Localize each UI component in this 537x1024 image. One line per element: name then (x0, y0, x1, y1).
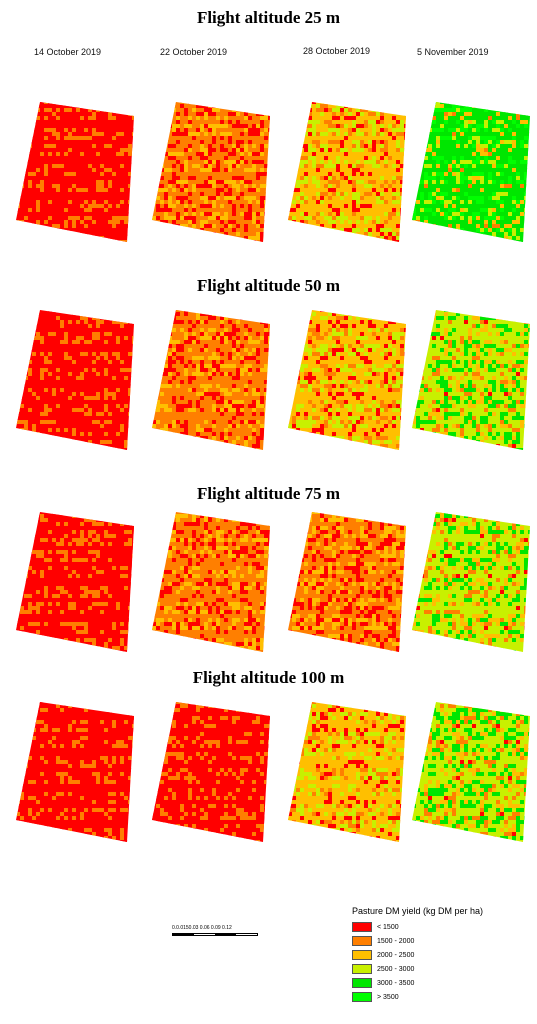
yield-map-r2-c1 (152, 512, 270, 652)
legend-swatch (352, 978, 372, 988)
yield-map-r1-c1 (152, 310, 270, 450)
legend-label: 3000 - 3500 (377, 979, 415, 987)
yield-map-r0-c0 (16, 102, 134, 242)
legend-label: > 3500 (377, 993, 399, 1001)
yield-map-r1-c0 (16, 310, 134, 450)
legend-item: 3000 - 3500 (352, 976, 483, 990)
yield-map-r2-c0 (16, 512, 134, 652)
yield-map-r2-c2 (288, 512, 406, 652)
legend-title: Pasture DM yield (kg DM per ha) (352, 906, 484, 916)
legend-swatch (352, 992, 372, 1002)
yield-map-r2-c3 (412, 512, 530, 652)
row-title-100m: Flight altitude 100 m (192, 668, 345, 687)
yield-map-r0-c3 (412, 102, 530, 242)
scale-bar-graphic (172, 933, 258, 936)
yield-map-r3-c1 (152, 702, 270, 842)
row-title-75m: Flight altitude 75 m (196, 484, 341, 503)
yield-map-r3-c3 (412, 702, 530, 842)
yield-map-r1-c3 (412, 310, 530, 450)
legend-swatch (352, 964, 372, 974)
legend-item: 2500 - 3000 (352, 962, 483, 976)
scale-bar: 0.0.0150.03 0.06 0.09 0.12 (172, 925, 262, 941)
yield-map-r3-c0 (16, 702, 134, 842)
legend-item: 1500 - 2000 (352, 934, 483, 948)
scale-bar-labels: 0.0.0150.03 0.06 0.09 0.12 (172, 925, 232, 931)
yield-map-r1-c2 (288, 310, 406, 450)
legend-swatch (352, 936, 372, 946)
legend-label: 2500 - 3000 (377, 965, 415, 973)
row-title-50m: Flight altitude 50 m (196, 276, 341, 295)
yield-map-r0-c2 (288, 102, 406, 242)
legend-item: > 3500 (352, 990, 483, 1004)
legend-label: 1500 - 2000 (377, 937, 415, 945)
legend-label: < 1500 (377, 923, 399, 931)
date-label-5-november: 5 November 2019 (417, 47, 489, 57)
legend-item: 2000 - 2500 (352, 948, 483, 962)
yield-map-r0-c1 (152, 102, 270, 242)
legend-swatch (352, 950, 372, 960)
legend-swatch (352, 922, 372, 932)
legend: Pasture DM yield (kg DM per ha) < 1500 1… (352, 906, 483, 1004)
legend-item: < 1500 (352, 920, 483, 934)
date-label-22-october: 22 October 2019 (160, 47, 228, 57)
row-title-25m: Flight altitude 25 m (196, 8, 341, 27)
date-label-28-october: 28 October 2019 (303, 46, 371, 56)
legend-label: 2000 - 2500 (377, 951, 415, 959)
date-label-14-october: 14 October 2019 (34, 47, 102, 57)
yield-map-r3-c2 (288, 702, 406, 842)
